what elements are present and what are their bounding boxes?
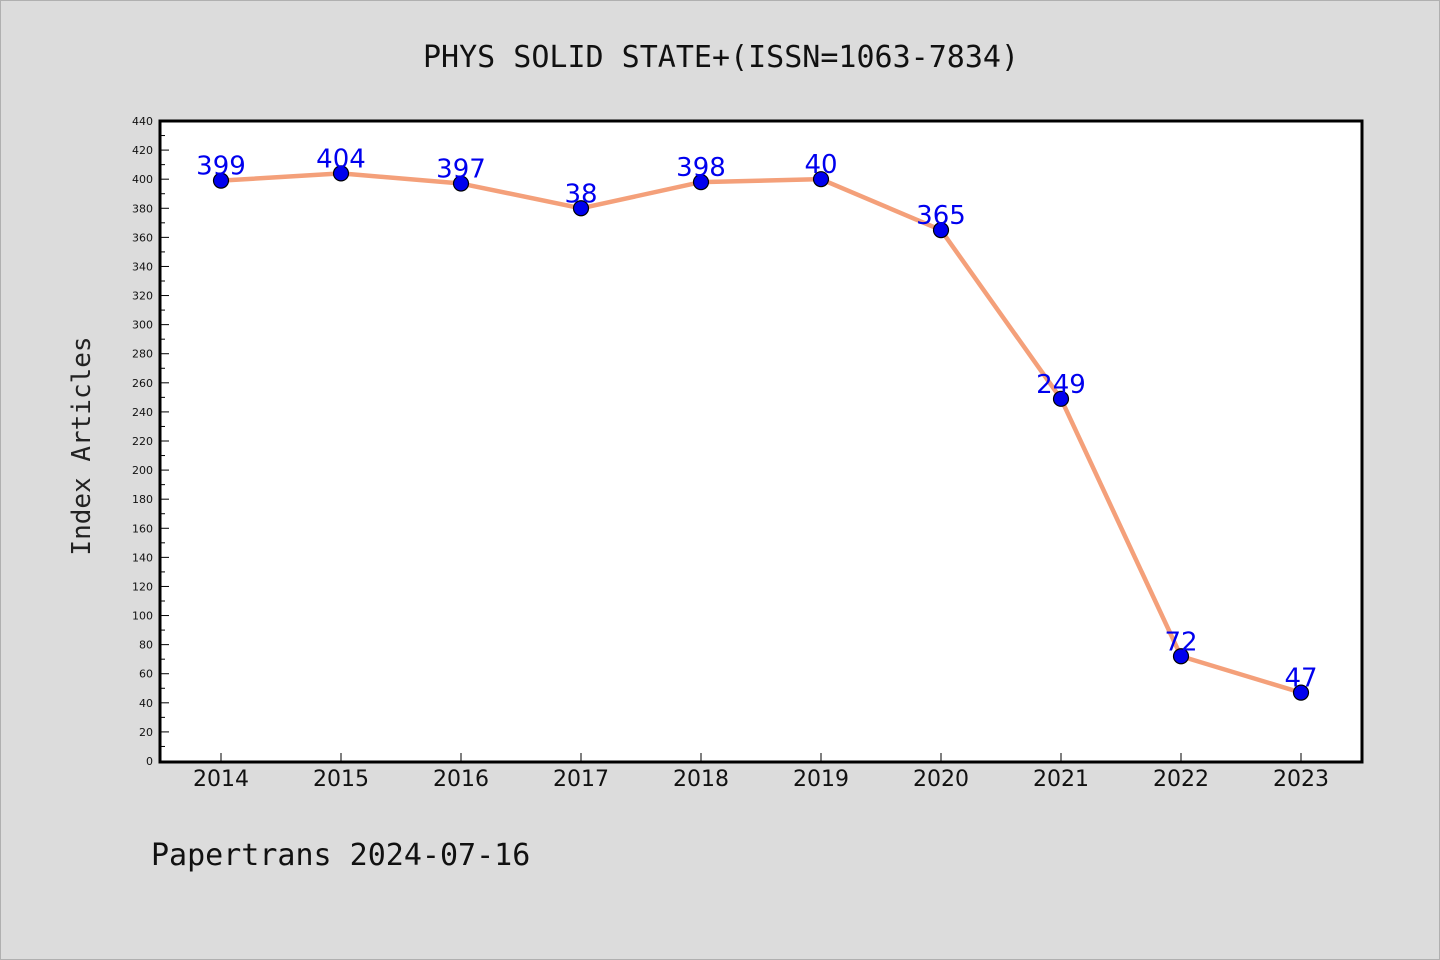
data-point: [812, 171, 830, 188]
x-tick-label: 2019: [793, 767, 849, 792]
y-axis-label: Index Articles: [67, 336, 97, 555]
data-label: 40: [804, 150, 837, 180]
series-line: [218, 171, 1304, 695]
series-line-group: [218, 171, 1304, 695]
y-tick-label: 440: [132, 115, 153, 128]
y-tick-label: 260: [132, 377, 153, 390]
x-tick-label: 2022: [1153, 767, 1209, 792]
data-label: 38: [564, 179, 597, 209]
data-label: 365: [916, 201, 966, 231]
data-label: 397: [436, 155, 486, 185]
y-tick-label: 120: [132, 580, 153, 593]
y-tick-label: 280: [132, 348, 153, 361]
y-tick-label: 300: [132, 319, 153, 332]
x-tick-label: 2014: [193, 767, 249, 792]
x-tick-label: 2017: [553, 767, 609, 792]
data-point: [452, 175, 470, 192]
x-tick-label: 2018: [673, 767, 729, 792]
y-tick-label: 180: [132, 493, 153, 506]
data-labels: 399 404 397 38 398 40 365 249 72 47: [196, 144, 1317, 693]
data-point: [212, 172, 230, 189]
data-point: [1172, 648, 1190, 665]
chart-title: PHYS SOLID STATE+(ISSN=1063-7834): [423, 40, 1019, 75]
x-tick-label: 2015: [313, 767, 369, 792]
y-tick-label: 100: [132, 610, 153, 623]
y-tick-label: 20: [139, 726, 153, 739]
y-tick-label: 400: [132, 173, 153, 186]
data-point: [1052, 390, 1070, 407]
data-point: [332, 165, 350, 182]
data-point: [692, 173, 710, 191]
plot-area: [158, 119, 1364, 764]
data-label: 249: [1036, 370, 1086, 400]
data-label: 72: [1164, 627, 1197, 657]
x-tick-label: 2016: [433, 767, 489, 792]
data-label: 404: [316, 144, 366, 174]
x-axis: 2014 2015 2016 2017 2018 2019 2020 2021 2022 2023: [193, 753, 1329, 792]
y-tick-label: 240: [132, 406, 153, 419]
y-tick-label: 40: [139, 697, 153, 710]
data-label: 47: [1284, 664, 1317, 694]
x-tick-label: 2020: [913, 767, 969, 792]
y-tick-label: 320: [132, 290, 153, 303]
x-tick-label: 2023: [1273, 767, 1329, 792]
y-tick-label: 340: [132, 260, 153, 273]
y-tick-label: 200: [132, 464, 153, 477]
data-label: 399: [196, 152, 246, 182]
y-tick-label: 140: [132, 551, 153, 564]
footer-source: Papertrans 2024-07-16: [151, 838, 530, 873]
y-axis: 0 20 40 60 80 100 120 140 160 180 200 220 240 260 280 3…: [132, 115, 169, 768]
data-points: [212, 165, 1310, 701]
y-tick-label: 80: [139, 639, 153, 652]
y-tick-label: 160: [132, 522, 153, 535]
y-tick-label: 0: [146, 755, 153, 768]
y-tick-label: 220: [132, 435, 153, 448]
data-label: 398: [676, 153, 726, 183]
y-tick-label: 60: [139, 668, 153, 681]
data-point: [1292, 684, 1310, 701]
y-tick-label: 380: [132, 202, 153, 215]
y-tick-label: 360: [132, 231, 153, 244]
data-point: [572, 200, 590, 217]
x-tick-label: 2021: [1033, 767, 1089, 792]
y-tick-label: 420: [132, 144, 153, 157]
data-point: [932, 221, 950, 239]
